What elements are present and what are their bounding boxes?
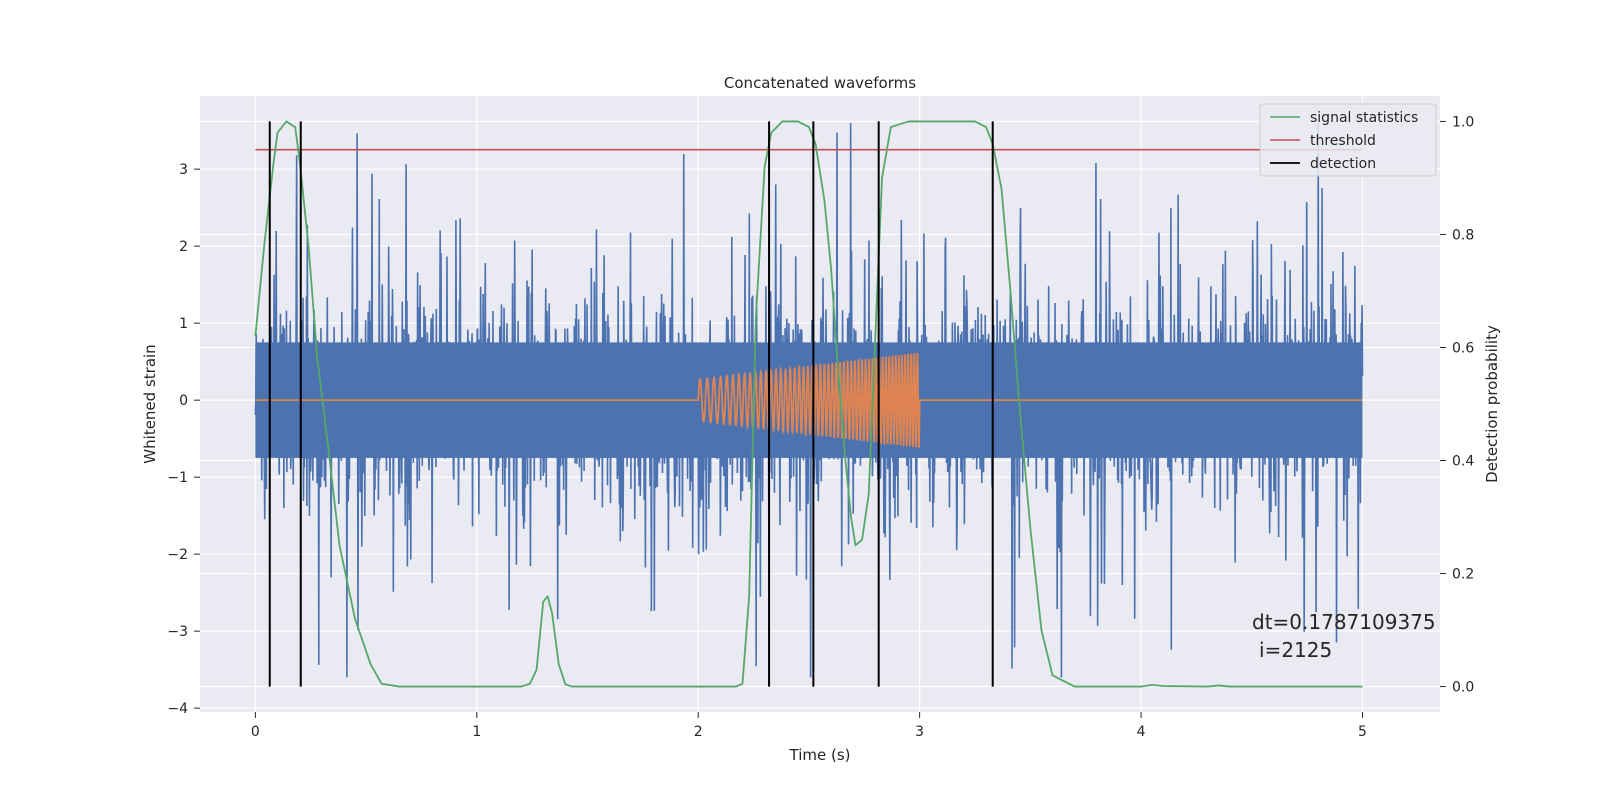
legend: signal statistics threshold detection [1259, 103, 1437, 177]
legend-label-signal-statistics: signal statistics [1310, 110, 1418, 126]
y-tick-label: −3 [167, 624, 188, 640]
injection-line [255, 352, 1363, 448]
plot-area [254, 120, 1364, 688]
y-tick-label: 3 [179, 162, 188, 178]
y-tick-label: 1 [179, 316, 188, 332]
y-tick-label: 2 [179, 239, 188, 255]
x-tick-label: 5 [1358, 724, 1367, 740]
y-tick-label: −1 [167, 470, 188, 486]
y-tick-label: −2 [167, 547, 188, 563]
x-tick-label: 1 [472, 724, 481, 740]
chart-title: Concatenated waveforms [724, 74, 916, 92]
y2-tick-label: 0.2 [1452, 567, 1474, 583]
x-tick-label: 3 [915, 724, 924, 740]
y2-axis-title: Detection probability [1483, 325, 1501, 483]
legend-box [1259, 103, 1437, 177]
y2-tick-label: 0.6 [1452, 340, 1474, 356]
annotation-dt: dt=0.1787109375 [1252, 610, 1436, 634]
y2-tick-label: 0.0 [1452, 680, 1474, 696]
x-tick-label: 4 [1137, 724, 1146, 740]
axes: 0 1 2 3 4 5 −4 −3 −2 −1 0 1 2 3 0.0 0.2 0.4 0.6 0.8 1.0 [167, 114, 1474, 740]
y-tick-label: −4 [167, 701, 188, 717]
y2-tick-label: 0.8 [1452, 227, 1474, 243]
y2-tick-label: 0.4 [1452, 454, 1474, 470]
x-tick-label: 2 [694, 724, 703, 740]
legend-label-detection: detection [1310, 156, 1376, 172]
legend-label-threshold: threshold [1310, 133, 1376, 149]
signal-statistics-line [254, 120, 1363, 688]
y-tick-label: 0 [179, 393, 188, 409]
annotation-i: i=2125 [1259, 638, 1332, 662]
x-axis-title: Time (s) [789, 746, 851, 764]
y2-tick-label: 1.0 [1452, 114, 1474, 130]
x-tick-label: 0 [251, 724, 260, 740]
y-axis-title: Whitened strain [141, 344, 159, 463]
